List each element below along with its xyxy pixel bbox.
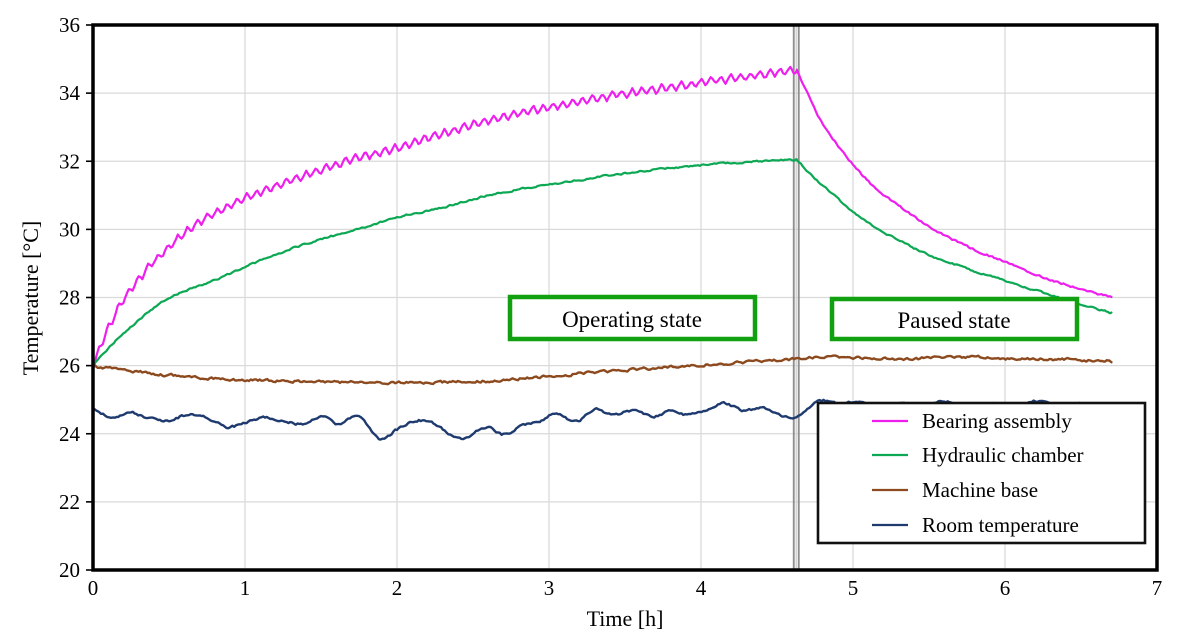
state-divider-lines bbox=[792, 25, 800, 570]
x-tick-label: 0 bbox=[88, 576, 99, 600]
y-tick-label: 30 bbox=[59, 217, 80, 241]
series-layer bbox=[91, 65, 1113, 441]
series-line-room-temperature bbox=[91, 398, 1113, 441]
series-line-bearing-assembly bbox=[91, 65, 1113, 372]
y-tick-label: 28 bbox=[59, 286, 80, 310]
series-line-machine-base bbox=[91, 354, 1113, 386]
legend-label-machine-base: Machine base bbox=[922, 478, 1038, 502]
x-tick-label: 1 bbox=[240, 576, 251, 600]
y-tick-label: 22 bbox=[59, 490, 80, 514]
annotation-paused-state-label: Paused state bbox=[897, 308, 1010, 333]
x-axis-title: Time [h] bbox=[587, 606, 664, 631]
legend-box bbox=[816, 401, 1147, 545]
x-tick-label: 4 bbox=[696, 576, 707, 600]
x-tick-label: 3 bbox=[544, 576, 555, 600]
y-tick-label: 24 bbox=[59, 422, 81, 446]
y-tick-label: 36 bbox=[59, 13, 80, 37]
x-tick-label: 2 bbox=[392, 576, 403, 600]
y-tick-label: 20 bbox=[59, 558, 80, 582]
legend-label-bearing-assembly: Bearing assembly bbox=[922, 409, 1072, 433]
x-tick-label: 5 bbox=[848, 576, 859, 600]
y-tick-label: 32 bbox=[59, 149, 80, 173]
y-tick-label: 26 bbox=[59, 354, 80, 378]
legend: Bearing assembly Hydraulic chamber Machi… bbox=[816, 401, 1147, 545]
annotation-operating-state: Operating state bbox=[507, 294, 758, 342]
x-tick-label: 6 bbox=[1000, 576, 1011, 600]
y-axis-title: Temperature [°C] bbox=[18, 221, 43, 375]
annotation-operating-state-label: Operating state bbox=[562, 307, 702, 332]
series-line-hydraulic-chamber bbox=[91, 158, 1113, 368]
annotation-operating-state-box bbox=[507, 294, 758, 342]
y-tick-label: 34 bbox=[59, 81, 81, 105]
legend-label-room-temperature: Room temperature bbox=[922, 513, 1079, 537]
annotation-paused-state-box bbox=[829, 296, 1080, 342]
x-tick-label: 7 bbox=[1152, 576, 1163, 600]
legend-label-hydraulic-chamber: Hydraulic chamber bbox=[922, 443, 1084, 467]
annotation-paused-state: Paused state bbox=[829, 296, 1080, 342]
